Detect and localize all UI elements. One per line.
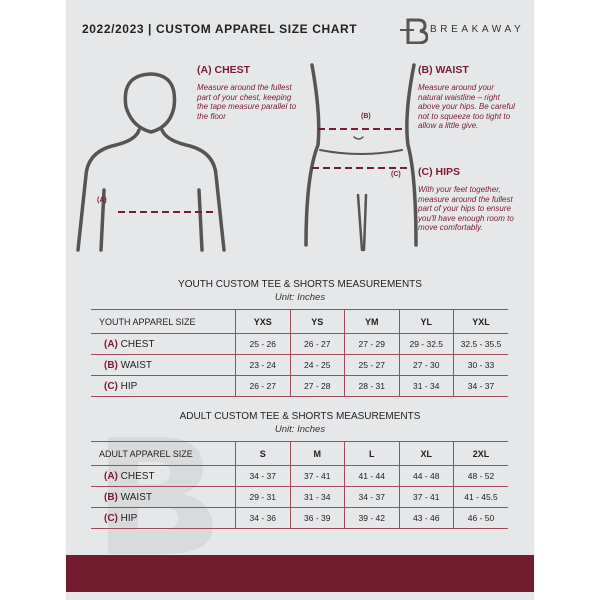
table-row: (A) CHEST 34 - 37 37 - 41 41 - 44 44 - 48 48 … [91,465,508,487]
column-header: S [235,441,290,466]
column-header: ADULT APPAREL SIZE [99,448,193,459]
table-row: (A) CHEST 25 - 26 26 - 27 27 - 29 29 - 32.5 3… [91,333,508,355]
row-label: (A) CHEST [91,334,236,355]
chest-heading: (A) CHEST [197,64,251,76]
footer-band [66,555,534,592]
chest-marker: (A) [97,197,107,204]
table-cell: 41 - 45.5 [453,486,508,508]
head-outline [123,72,177,134]
hips-heading: (C) HIPS [418,166,460,178]
table-cell: 37 - 41 [398,486,454,508]
page-title: 2022/2023 | CUSTOM APPAREL SIZE CHART [82,22,358,36]
waist-heading: (B) WAIST [418,64,469,76]
table-header-row: ADULT APPAREL SIZE S M L XL 2XL [91,441,508,466]
table-cell: 25 - 27 [344,354,399,376]
column-header: YM [344,309,399,334]
table-cell: 24 - 25 [289,354,345,376]
row-name: HIP [120,512,138,524]
leg-outline [356,193,368,252]
table-cell: 32.5 - 35.5 [453,333,508,355]
table-cell: 26 - 27 [235,375,290,397]
watermark-logo [108,437,213,554]
column-header: YXS [235,309,290,334]
adult-table-unit: Unit: Inches [274,424,326,435]
column-header: YXL [453,309,508,334]
table-cell: 30 - 33 [453,354,508,376]
waist-marker: (B) [361,113,371,120]
table-cell: 31 - 34 [289,486,345,508]
torso-outline [304,63,418,247]
brand-name: BREAKAWAY [430,24,525,35]
column-header: L [344,441,399,466]
table-cell: 46 - 50 [453,507,508,529]
chest-text: Measure around the fullest part of your … [197,83,297,121]
table-cell: 41 - 44 [344,465,399,487]
hip-marker: (C) [391,171,401,178]
row-label: (C) HIP [91,508,236,529]
row-name: WAIST [120,491,152,503]
table-cell: 27 - 29 [344,333,399,355]
row-name: HIP [120,380,138,392]
youth-size-table: YOUTH APPAREL SIZE YXS YS YM YL YXL (A) CHEST 2… [91,309,508,397]
shoulders-outline [76,128,226,252]
table-cell: 43 - 46 [398,507,454,529]
row-letter: (A) [104,470,118,482]
column-header: XL [398,441,454,466]
table-cell: 34 - 36 [235,507,290,529]
row-letter: (C) [104,512,118,524]
column-header: YS [289,309,345,334]
table-cell: 27 - 30 [398,354,454,376]
table-header-row: YOUTH APPAREL SIZE YXS YS YM YL YXL [91,309,508,334]
waist-text: Measure around your natural waistline – … [418,83,515,131]
breakaway-logo-icon [400,18,428,44]
table-cell: 29 - 32.5 [398,333,454,355]
table-cell: 29 - 31 [235,486,290,508]
table-cell: 44 - 48 [398,465,454,487]
table-row: (B) WAIST 29 - 31 31 - 34 34 - 37 37 - 41 41 … [91,486,508,508]
hips-text: With your feet together, measure around … [418,185,514,233]
column-header: YL [398,309,454,334]
youth-table-title: YOUTH CUSTOM TEE & SHORTS MEASUREMENTS [178,279,422,290]
column-header: M [289,441,345,466]
row-label: (B) WAIST [91,487,236,508]
table-cell: 48 - 52 [453,465,508,487]
table-row: (B) WAIST 23 - 24 24 - 25 25 - 27 27 - 30 30 … [91,354,508,376]
table-row: (C) HIP 26 - 27 27 - 28 28 - 31 31 - 34 34 - … [91,375,508,397]
table-cell: 34 - 37 [344,486,399,508]
table-cell: 39 - 42 [344,507,399,529]
row-label: (C) HIP [91,376,236,397]
row-letter: (C) [104,380,118,392]
row-letter: (A) [104,338,118,350]
body-figures [76,63,418,252]
table-cell: 36 - 39 [289,507,345,529]
row-name: WAIST [120,359,152,371]
row-name: CHEST [120,338,155,350]
table-cell: 31 - 34 [398,375,454,397]
row-label: (B) WAIST [91,355,236,376]
column-header: 2XL [453,441,508,466]
row-letter: (B) [104,359,118,371]
table-cell: 25 - 26 [235,333,290,355]
column-header: YOUTH APPAREL SIZE [99,316,196,327]
table-cell: 28 - 31 [344,375,399,397]
row-name: CHEST [120,470,155,482]
table-cell: 27 - 28 [289,375,345,397]
adult-table-title: ADULT CUSTOM TEE & SHORTS MEASUREMENTS [179,411,421,422]
table-cell: 37 - 41 [289,465,345,487]
table-cell: 34 - 37 [235,465,290,487]
arms-outline [99,188,204,252]
table-cell: 23 - 24 [235,354,290,376]
row-label: (A) CHEST [91,466,236,487]
adult-size-table: ADULT APPAREL SIZE S M L XL 2XL (A) CHEST 34 - … [91,441,508,529]
row-letter: (B) [104,491,118,503]
youth-table-unit: Unit: Inches [274,292,326,303]
table-cell: 26 - 27 [289,333,345,355]
table-row: (C) HIP 34 - 36 36 - 39 39 - 42 43 - 46 46 - … [91,507,508,529]
table-cell: 34 - 37 [453,375,508,397]
